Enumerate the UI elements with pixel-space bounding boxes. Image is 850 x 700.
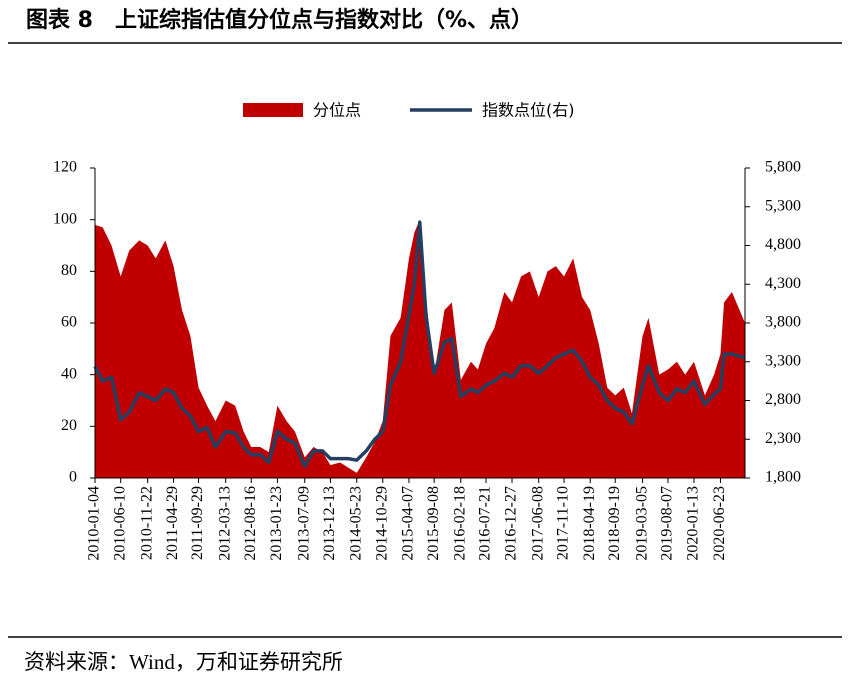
x-tick-label: 2016-02-18 bbox=[451, 486, 468, 561]
x-tick-label: 2017-11-10 bbox=[555, 486, 572, 560]
x-tick-label: 2015-09-08 bbox=[425, 486, 442, 561]
source: 资料来源：Wind，万和证券研究所 bbox=[24, 650, 343, 674]
x-tick-label: 2020-01-13 bbox=[685, 486, 702, 561]
x-tick-label: 2019-03-05 bbox=[633, 486, 650, 561]
x-tick-label: 2018-04-19 bbox=[581, 486, 598, 561]
x-tick-label: 2012-08-16 bbox=[242, 486, 259, 561]
x-tick-label: 2011-04-29 bbox=[164, 486, 181, 560]
y2-tick-label: 3,800 bbox=[765, 314, 801, 331]
chart-title: 图表 8 上证综指估值分位点与指数对比（%、点） bbox=[26, 7, 533, 33]
x-tick-label: 2016-12-27 bbox=[503, 486, 520, 561]
y-tick-label: 80 bbox=[61, 262, 77, 279]
y2-tick-label: 2,300 bbox=[765, 430, 801, 447]
legend-label: 分位点 bbox=[313, 101, 361, 120]
x-tick-label: 2013-12-13 bbox=[321, 486, 338, 561]
percentile-area bbox=[95, 219, 745, 478]
x-tick-label: 2012-03-13 bbox=[216, 486, 233, 561]
x-tick-label: 2019-08-07 bbox=[659, 486, 676, 561]
x-tick-label: 2013-01-23 bbox=[268, 486, 285, 561]
x-tick-label: 2014-10-29 bbox=[373, 486, 390, 561]
y-tick-label: 40 bbox=[61, 365, 77, 382]
y2-tick-label: 2,800 bbox=[765, 391, 801, 408]
y-tick-label: 0 bbox=[69, 469, 77, 486]
x-tick-label: 2013-07-09 bbox=[295, 486, 312, 561]
y-tick-label: 100 bbox=[53, 210, 77, 227]
y2-tick-label: 1,800 bbox=[765, 469, 801, 486]
x-tick-label: 2015-04-07 bbox=[400, 486, 417, 561]
x-tick-label: 2010-01-04 bbox=[86, 486, 103, 561]
x-tick-label: 2010-06-10 bbox=[111, 486, 128, 561]
legend-swatch bbox=[243, 103, 303, 117]
x-tick-label: 2018-09-19 bbox=[606, 486, 623, 561]
index-line bbox=[93, 220, 746, 469]
y-tick-label: 60 bbox=[61, 314, 77, 331]
x-tick-label: 2017-06-08 bbox=[529, 486, 546, 561]
x-tick-label: 2010-11-22 bbox=[138, 486, 155, 560]
y-tick-label: 20 bbox=[61, 417, 77, 434]
legend-label: 指数点位(右) bbox=[482, 101, 575, 120]
x-tick-label: 2011-09-29 bbox=[189, 486, 206, 560]
y2-tick-label: 5,800 bbox=[765, 159, 801, 176]
x-tick-label: 2016-07-21 bbox=[477, 486, 494, 561]
y2-tick-label: 3,300 bbox=[765, 352, 801, 369]
y-tick-label: 120 bbox=[53, 159, 77, 176]
y2-tick-label: 5,300 bbox=[765, 197, 801, 214]
x-tick-label: 2020-06-23 bbox=[711, 486, 728, 561]
y2-tick-label: 4,300 bbox=[765, 275, 801, 292]
x-tick-label: 2014-05-23 bbox=[347, 486, 364, 561]
y2-tick-label: 4,800 bbox=[765, 236, 801, 253]
